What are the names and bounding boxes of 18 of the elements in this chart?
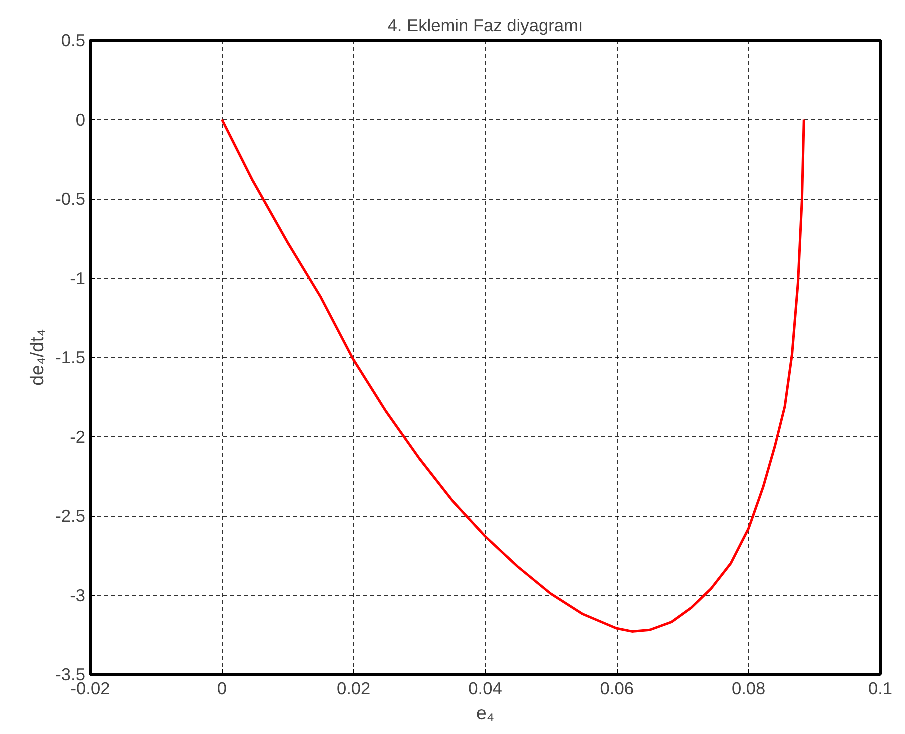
y-tick-label: -1 (70, 268, 86, 288)
x-tick-label: 0.08 (732, 678, 766, 698)
y-tick-label: -1.5 (56, 348, 86, 368)
x-tick-label: 0.06 (600, 678, 634, 698)
y-tick-label: 0.5 (61, 30, 86, 50)
y-tick-label: 0 (76, 110, 86, 130)
x-tick-label: 0 (217, 678, 227, 698)
x-tick-label: 0.04 (468, 678, 503, 698)
chart-title: 4. Eklemin Faz diyagramı (388, 16, 584, 36)
x-tick-label: 0.1 (868, 678, 893, 698)
line-series (220, 118, 806, 633)
y-tick-label: -2.5 (56, 506, 86, 526)
y-tick-label: -2 (70, 426, 86, 447)
y-tick-label: -0.5 (56, 189, 86, 209)
x-tick-label: 0.02 (336, 678, 371, 698)
y-tick-label: -3 (70, 585, 86, 606)
x-axis-title: e₄ (476, 702, 495, 724)
y-axis-title: de₄/dt₄ (26, 329, 48, 386)
